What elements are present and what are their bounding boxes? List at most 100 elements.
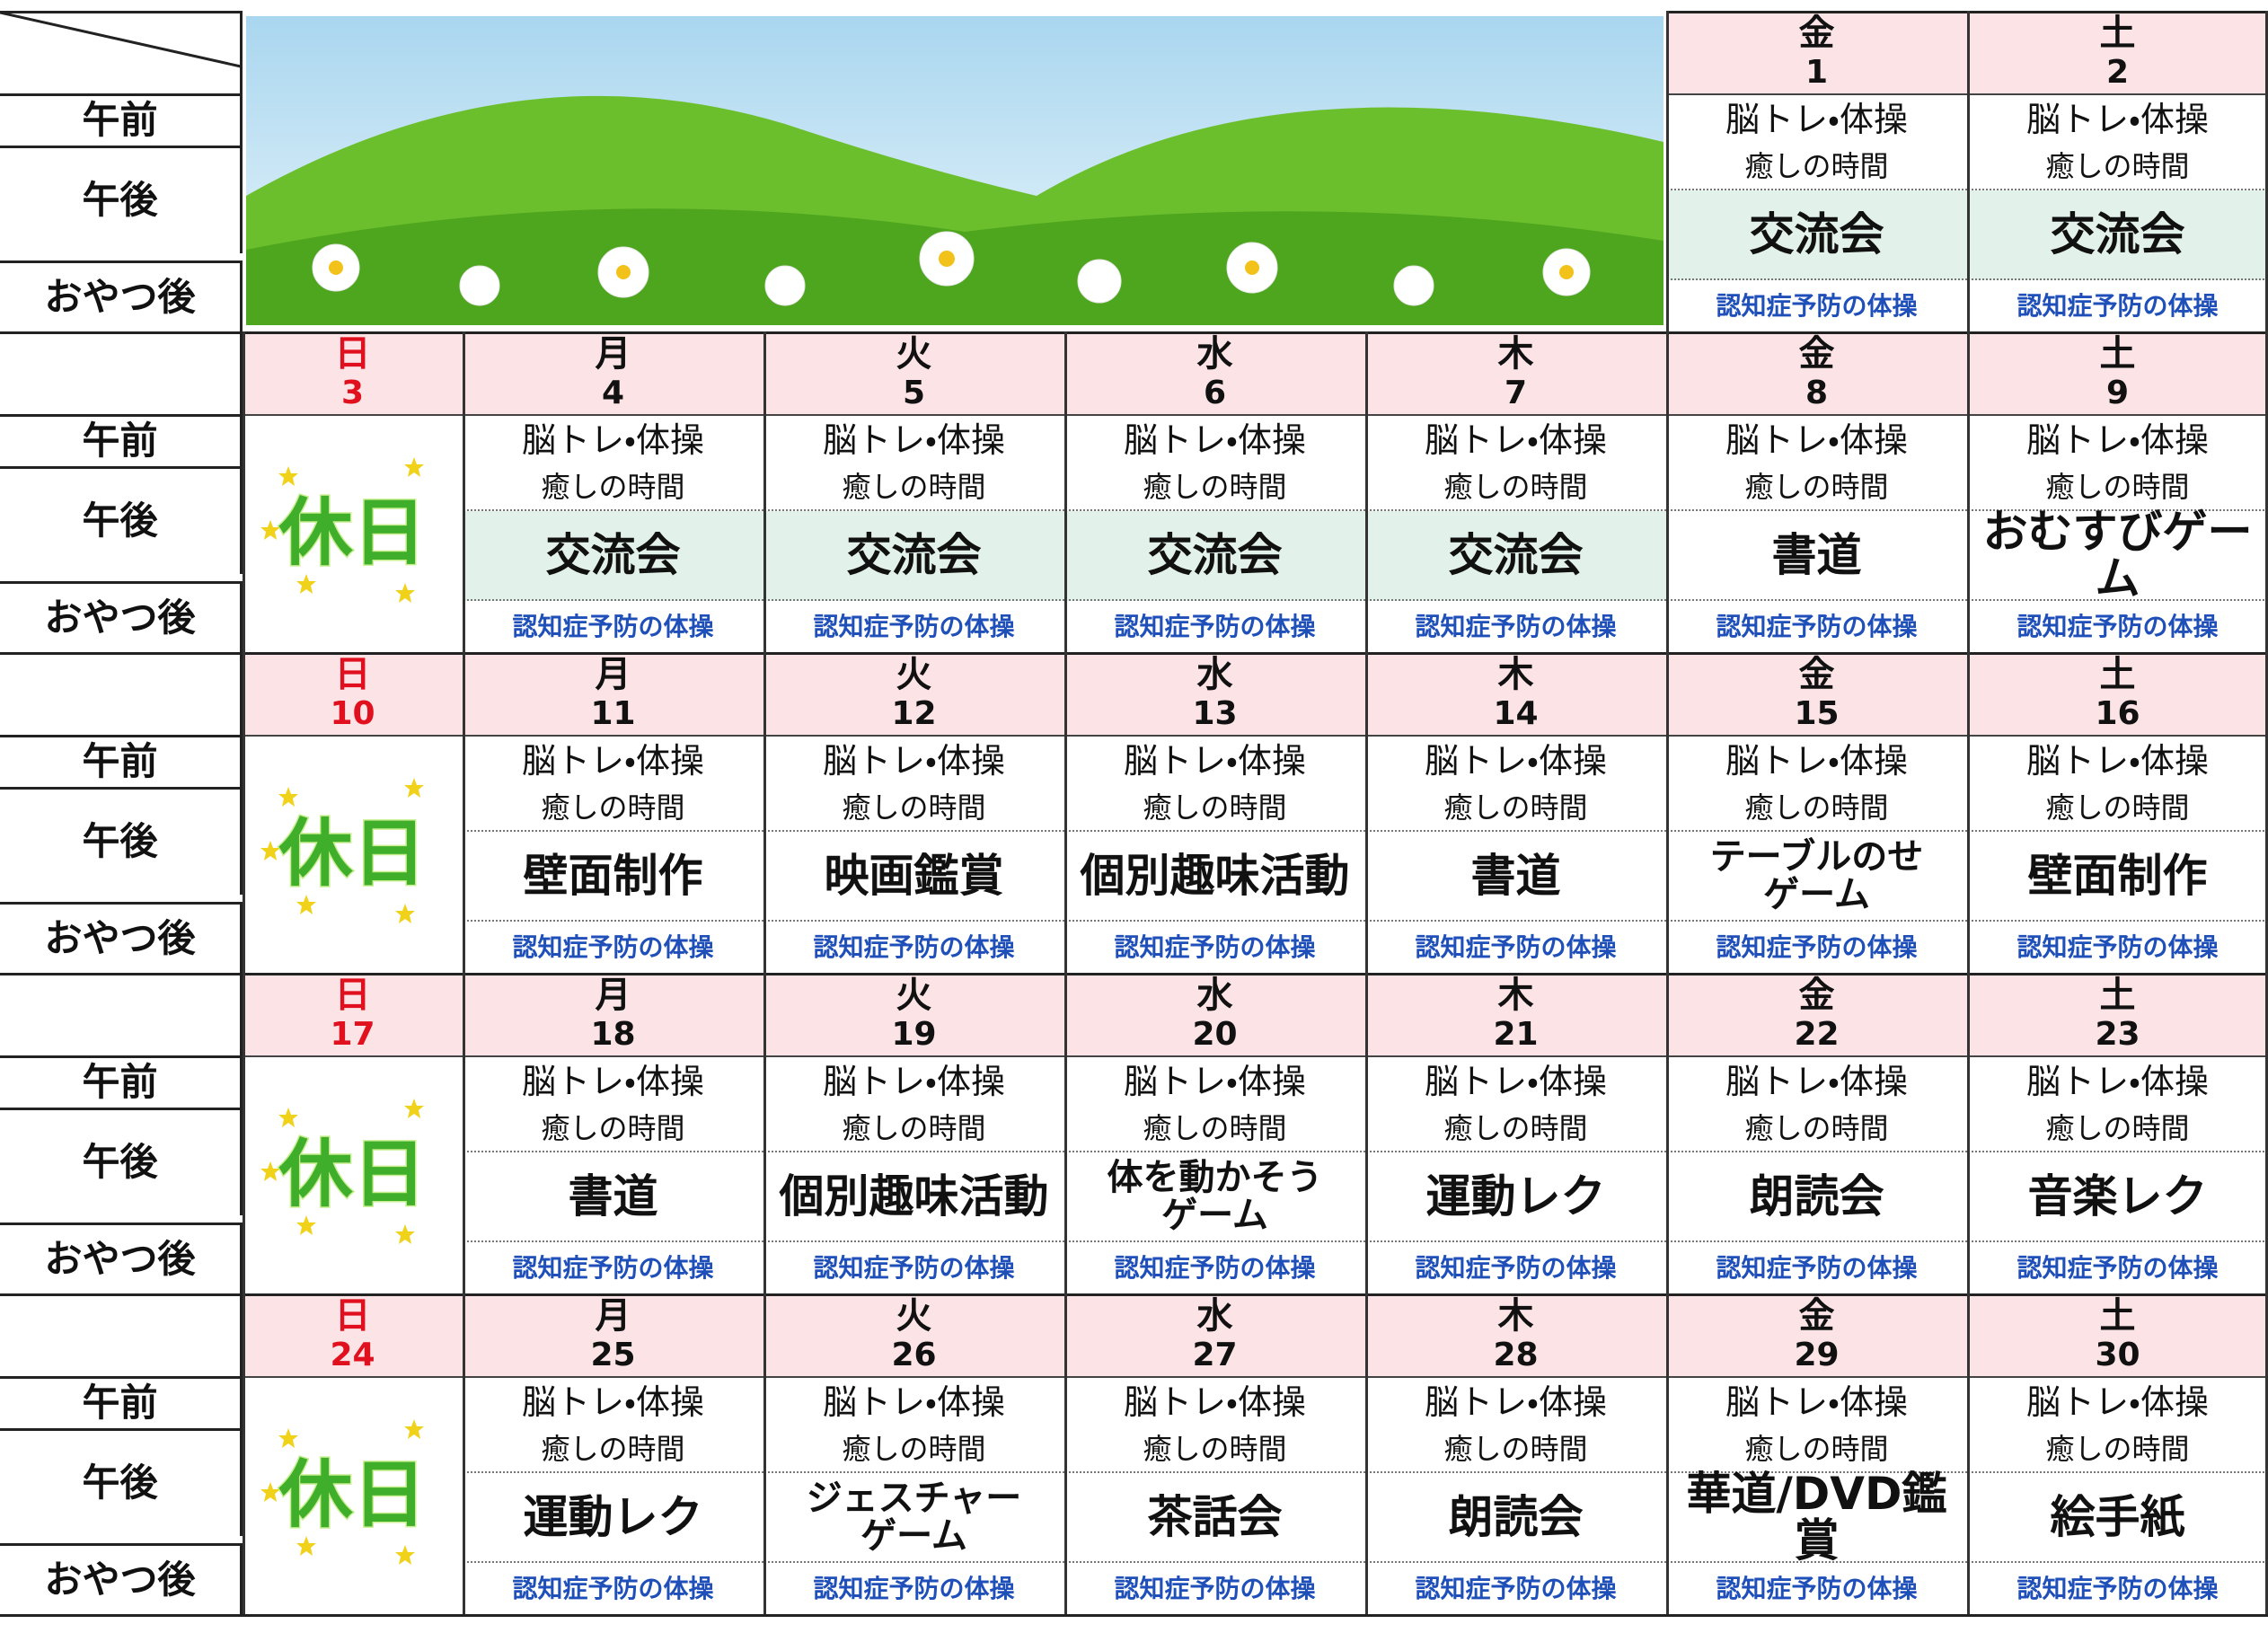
pm-activity: 癒しの時間 bbox=[763, 466, 1064, 511]
pm-activity: 癒しの時間 bbox=[1666, 146, 1967, 190]
weekday: 土 bbox=[1967, 973, 2268, 1014]
column-divider bbox=[1064, 331, 1067, 652]
row-label: 午前 bbox=[0, 1055, 243, 1108]
star-decoration bbox=[296, 574, 316, 594]
am-activity: 脳トレ・体操 bbox=[763, 1376, 1064, 1428]
pm-activity: 癒しの時間 bbox=[1666, 1108, 1967, 1152]
pm-event: 華道/DVD鑑賞 bbox=[1666, 1470, 1967, 1564]
date: 6 bbox=[1064, 373, 1365, 414]
am-activity: 脳トレ・体操 bbox=[1666, 735, 1967, 787]
date: 24 bbox=[243, 1335, 463, 1376]
star-decoration bbox=[404, 1419, 424, 1439]
pm-event: テーブルのせ ゲーム bbox=[1666, 832, 1967, 922]
after-snack-activity: 認知症予防の体操 bbox=[1716, 1252, 1918, 1283]
after-snack-activity: 認知症予防の体操 bbox=[2016, 1252, 2219, 1283]
pm-activity: 癒しの時間 bbox=[1064, 1428, 1365, 1473]
am-activity: 脳トレ・体操 bbox=[1365, 1055, 1666, 1108]
pm-event: 交流会 bbox=[1365, 511, 1666, 601]
row-label: 午後 bbox=[0, 146, 243, 253]
column-divider bbox=[1666, 652, 1669, 973]
weekday: 火 bbox=[763, 1293, 1064, 1335]
date: 1 bbox=[1666, 52, 1967, 93]
date: 10 bbox=[243, 693, 463, 735]
pm-activity: 癒しの時間 bbox=[1064, 466, 1365, 511]
pm-event: 交流会 bbox=[1064, 511, 1365, 601]
column-divider bbox=[1666, 1293, 1669, 1614]
pm-event: 交流会 bbox=[763, 511, 1064, 601]
am-activity: 脳トレ・体操 bbox=[1666, 93, 1967, 146]
column-divider bbox=[763, 973, 766, 1293]
weekday: 月 bbox=[463, 1293, 763, 1335]
weekday: 水 bbox=[1064, 652, 1365, 693]
pm-activity: 癒しの時間 bbox=[1666, 466, 1967, 511]
weekday: 木 bbox=[1365, 331, 1666, 373]
row-label: 午前 bbox=[0, 93, 243, 146]
date: 8 bbox=[1666, 373, 1967, 414]
after-snack-activity: 認知症予防の体操 bbox=[1114, 611, 1316, 641]
pm-event: 交流会 bbox=[1666, 190, 1967, 280]
weekday: 水 bbox=[1064, 331, 1365, 373]
row-label: 午後 bbox=[0, 787, 243, 895]
row-label-blank bbox=[0, 973, 243, 1055]
column-divider bbox=[1064, 973, 1067, 1293]
date: 4 bbox=[463, 373, 763, 414]
star-decoration bbox=[395, 583, 415, 603]
star-decoration bbox=[395, 904, 415, 923]
after-snack-activity: 認知症予防の体操 bbox=[1716, 931, 1918, 962]
column-divider bbox=[1967, 331, 1970, 652]
am-activity: 脳トレ・体操 bbox=[1967, 414, 2268, 466]
am-activity: 脳トレ・体操 bbox=[463, 1376, 763, 1428]
weekday: 金 bbox=[1666, 331, 1967, 373]
am-activity: 脳トレ・体操 bbox=[463, 414, 763, 466]
pm-event: 朗読会 bbox=[1365, 1473, 1666, 1563]
column-divider bbox=[763, 1293, 766, 1614]
pm-event: 書道 bbox=[1365, 832, 1666, 922]
row-label-blank bbox=[0, 331, 243, 414]
after-snack-activity: 認知症予防の体操 bbox=[1415, 931, 1617, 962]
pm-event: 交流会 bbox=[1967, 190, 2268, 280]
am-activity: 脳トレ・体操 bbox=[1666, 1055, 1967, 1108]
after-snack-activity: 認知症予防の体操 bbox=[1716, 611, 1918, 641]
weekday: 土 bbox=[1967, 11, 2268, 52]
date: 16 bbox=[1967, 693, 2268, 735]
column-divider bbox=[243, 1293, 245, 1614]
am-activity: 脳トレ・体操 bbox=[1365, 735, 1666, 787]
weekday: 日 bbox=[243, 973, 463, 1014]
pm-event: 映画鑑賞 bbox=[763, 832, 1064, 922]
after-snack-activity: 認知症予防の体操 bbox=[1114, 1252, 1316, 1283]
after-snack-activity: 認知症予防の体操 bbox=[512, 1252, 714, 1283]
pm-activity: 癒しの時間 bbox=[463, 1428, 763, 1473]
column-divider bbox=[463, 652, 465, 973]
column-divider bbox=[463, 331, 465, 652]
weekday: 月 bbox=[463, 973, 763, 1014]
date: 29 bbox=[1666, 1335, 1967, 1376]
after-snack-activity: 認知症予防の体操 bbox=[2016, 931, 2219, 962]
weekday: 土 bbox=[1967, 652, 2268, 693]
pm-event: 音楽レク bbox=[1967, 1152, 2268, 1242]
star-decoration bbox=[278, 787, 298, 807]
star-decoration bbox=[404, 457, 424, 477]
row-label: おやつ後 bbox=[0, 581, 243, 652]
weekday: 日 bbox=[243, 652, 463, 693]
pm-event: 交流会 bbox=[463, 511, 763, 601]
am-activity: 脳トレ・体操 bbox=[1064, 414, 1365, 466]
pm-activity: 癒しの時間 bbox=[1365, 1428, 1666, 1473]
star-decoration bbox=[278, 466, 298, 486]
after-snack-activity: 認知症予防の体操 bbox=[1716, 290, 1918, 321]
date: 18 bbox=[463, 1014, 763, 1055]
after-snack-activity: 認知症予防の体操 bbox=[512, 1573, 714, 1603]
pm-activity: 癒しの時間 bbox=[463, 787, 763, 832]
pm-activity: 癒しの時間 bbox=[1666, 1428, 1967, 1473]
weekday: 木 bbox=[1365, 973, 1666, 1014]
column-divider bbox=[1064, 652, 1067, 973]
pm-event: 個別趣味活動 bbox=[1064, 832, 1365, 922]
after-snack-activity: 認知症予防の体操 bbox=[1114, 1573, 1316, 1603]
pm-event: 個別趣味活動 bbox=[763, 1152, 1064, 1242]
star-decoration bbox=[278, 1108, 298, 1127]
am-activity: 脳トレ・体操 bbox=[463, 735, 763, 787]
row-label: 午後 bbox=[0, 466, 243, 574]
pm-activity: 癒しの時間 bbox=[763, 1108, 1064, 1152]
weekday: 木 bbox=[1365, 1293, 1666, 1335]
column-divider bbox=[1365, 973, 1368, 1293]
weekday: 月 bbox=[463, 652, 763, 693]
